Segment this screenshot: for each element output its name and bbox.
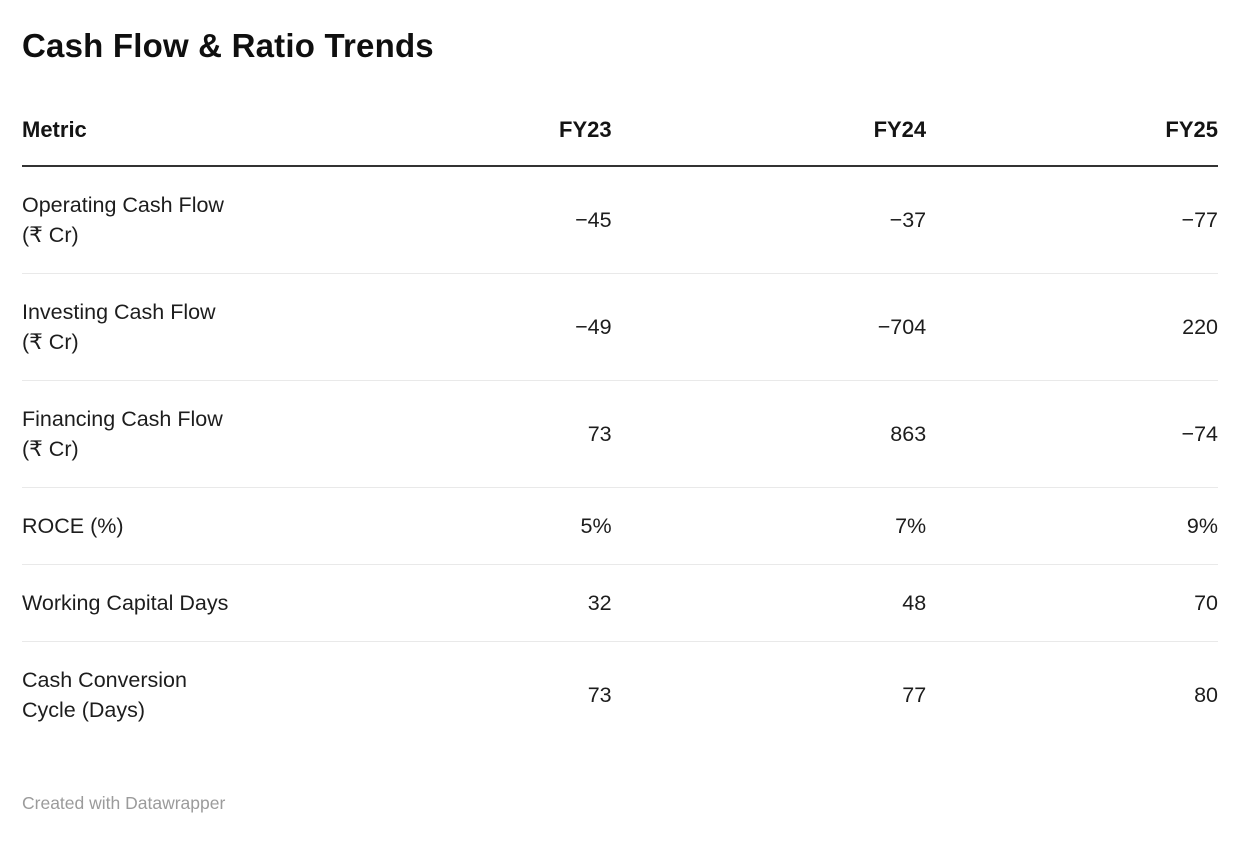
value-cell-fy23: −49 <box>575 315 612 339</box>
value-cell-fy25: 220 <box>1182 315 1218 339</box>
metric-label: Cash Conversion Cycle (Days) <box>22 668 187 722</box>
value-cell-fy23: 73 <box>587 683 612 707</box>
column-header-fy23: FY23 <box>559 117 612 142</box>
value-cell-fy24: 48 <box>902 591 927 615</box>
metric-label: ROCE (%) <box>22 514 124 538</box>
value-cell-fy23: 73 <box>587 422 612 446</box>
chart-title: Cash Flow & Ratio Trends <box>22 27 434 64</box>
metric-label: Operating Cash Flow (₹ Cr) <box>22 193 224 247</box>
metric-label: Working Capital Days <box>22 591 229 615</box>
value-cell-fy24: 7% <box>895 514 927 538</box>
datawrapper-attribution-link[interactable]: Created with Datawrapper <box>22 793 226 813</box>
value-cell-fy25: 80 <box>1194 683 1218 707</box>
metric-label: Investing Cash Flow (₹ Cr) <box>22 300 216 354</box>
data-table: Metric FY23 FY24 FY25 Operating Cash Flo… <box>22 116 1218 748</box>
table-row-cash-conversion-cycle: Cash Conversion Cycle (Days) 73 77 80 <box>22 641 1218 749</box>
value-cell-fy23: −45 <box>575 208 612 232</box>
table-row-operating-cash-flow: Operating Cash Flow (₹ Cr) −45 −37 −77 <box>22 166 1218 274</box>
value-cell-fy23: 32 <box>587 591 612 615</box>
value-cell-fy25: −74 <box>1181 422 1218 446</box>
value-cell-fy25: 9% <box>1186 514 1218 538</box>
table-row-investing-cash-flow: Investing Cash Flow (₹ Cr) −49 −704 220 <box>22 273 1218 381</box>
metric-label: Financing Cash Flow (₹ Cr) <box>22 407 223 461</box>
value-cell-fy24: −704 <box>877 315 927 339</box>
column-header-metric: Metric <box>22 117 87 142</box>
header-row: Metric FY23 FY24 FY25 <box>22 116 1218 166</box>
value-cell-fy24: −37 <box>889 208 927 232</box>
column-header-fy25: FY25 <box>1165 117 1218 142</box>
table-row-financing-cash-flow: Financing Cash Flow (₹ Cr) 73 863 −74 <box>22 380 1218 488</box>
value-cell-fy24: 863 <box>890 422 927 446</box>
value-cell-fy25: −77 <box>1181 208 1218 232</box>
column-header-fy24: FY24 <box>873 117 927 142</box>
value-cell-fy23: 5% <box>580 514 612 538</box>
table-row-roce: ROCE (%) 5% 7% 9% <box>22 487 1218 565</box>
value-cell-fy24: 77 <box>902 683 927 707</box>
value-cell-fy25: 70 <box>1194 591 1218 615</box>
table-row-working-capital-days: Working Capital Days 32 48 70 <box>22 564 1218 642</box>
